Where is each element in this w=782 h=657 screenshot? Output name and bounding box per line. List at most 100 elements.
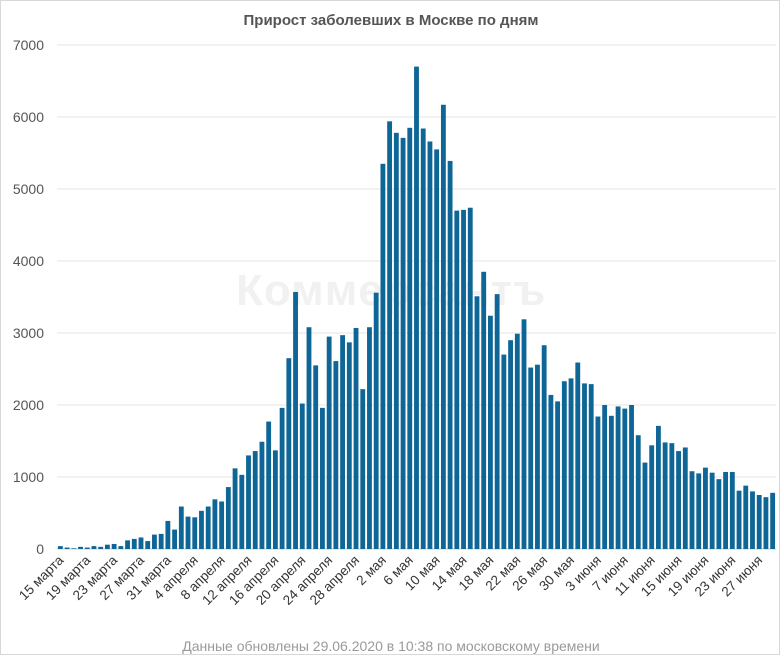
bar [333, 361, 339, 549]
y-tick-label: 1000 [13, 469, 44, 485]
bar [367, 327, 372, 549]
bar [535, 364, 540, 549]
bar [380, 163, 386, 550]
bar [125, 540, 130, 549]
bar [118, 546, 124, 549]
y-tick-label: 6000 [13, 109, 44, 125]
bar [568, 378, 574, 549]
bar [588, 384, 594, 549]
bar [219, 501, 225, 549]
update-note: Данные обновлены 29.06.2020 в 10:38 по м… [182, 638, 600, 654]
bar [152, 534, 157, 549]
bar [669, 443, 675, 549]
bar [508, 340, 513, 549]
bar [750, 491, 755, 549]
bar [528, 367, 534, 549]
bar [313, 365, 319, 549]
bar [608, 415, 614, 549]
bar [474, 296, 480, 549]
bar [172, 529, 178, 549]
bar [629, 405, 634, 549]
bar [320, 407, 325, 549]
bar [104, 544, 110, 549]
y-tick-label: 5000 [13, 181, 44, 197]
bar [192, 517, 198, 549]
bar [266, 421, 272, 549]
bar [340, 335, 346, 549]
bar [703, 467, 708, 549]
bar [427, 141, 433, 550]
bar [165, 520, 171, 549]
bar [414, 66, 419, 549]
y-tick-label: 7000 [13, 37, 44, 53]
y-tick-labels: 0 1000 2000 3000 4000 5000 6000 7000 [13, 37, 44, 557]
bar [649, 445, 655, 549]
bar [252, 451, 258, 549]
bar [84, 547, 90, 549]
bar [676, 451, 681, 549]
bar [400, 137, 406, 549]
bar [199, 510, 204, 549]
bar [387, 121, 393, 549]
bar [729, 471, 735, 549]
bar [461, 209, 466, 549]
bar [615, 406, 621, 549]
bar [662, 442, 668, 549]
bar [595, 416, 601, 549]
bar [756, 495, 762, 549]
bar [763, 497, 769, 549]
bar [212, 499, 218, 549]
bar [91, 546, 97, 549]
bar [770, 492, 776, 549]
bar [185, 516, 191, 549]
bar [138, 537, 144, 549]
bar [326, 336, 332, 549]
bar [548, 394, 554, 549]
bar [642, 462, 648, 549]
bar [689, 471, 695, 549]
bar [145, 541, 151, 549]
bar [279, 407, 285, 549]
bar [655, 425, 661, 549]
bar [131, 538, 137, 549]
bar [178, 506, 184, 549]
bar [239, 474, 245, 549]
bar [635, 435, 641, 549]
bar [682, 447, 688, 549]
bar [98, 546, 104, 549]
bar [521, 319, 527, 549]
bar [407, 127, 413, 550]
bar [494, 294, 500, 549]
bar [373, 292, 379, 549]
bar [111, 543, 117, 549]
bar [555, 401, 561, 549]
bar [346, 342, 352, 549]
bar [259, 441, 265, 549]
bar [488, 315, 493, 549]
bar [246, 455, 251, 549]
bar [561, 381, 567, 549]
bar [225, 487, 231, 549]
bar [353, 327, 359, 549]
bar [709, 472, 715, 549]
y-tick-label: 2000 [13, 397, 44, 413]
bar [454, 210, 460, 549]
bar [434, 149, 440, 549]
bar [286, 358, 292, 549]
bar [232, 468, 238, 549]
bar [71, 548, 77, 549]
x-tick-label: 2 мая [353, 553, 389, 589]
bar [541, 345, 547, 549]
bar [360, 389, 366, 549]
bar [696, 473, 702, 549]
bar [57, 546, 63, 549]
bar [467, 207, 473, 549]
y-tick-label: 3000 [13, 325, 44, 341]
bar [743, 485, 749, 549]
bars [57, 66, 776, 550]
bar [64, 547, 70, 549]
bar [299, 403, 305, 549]
